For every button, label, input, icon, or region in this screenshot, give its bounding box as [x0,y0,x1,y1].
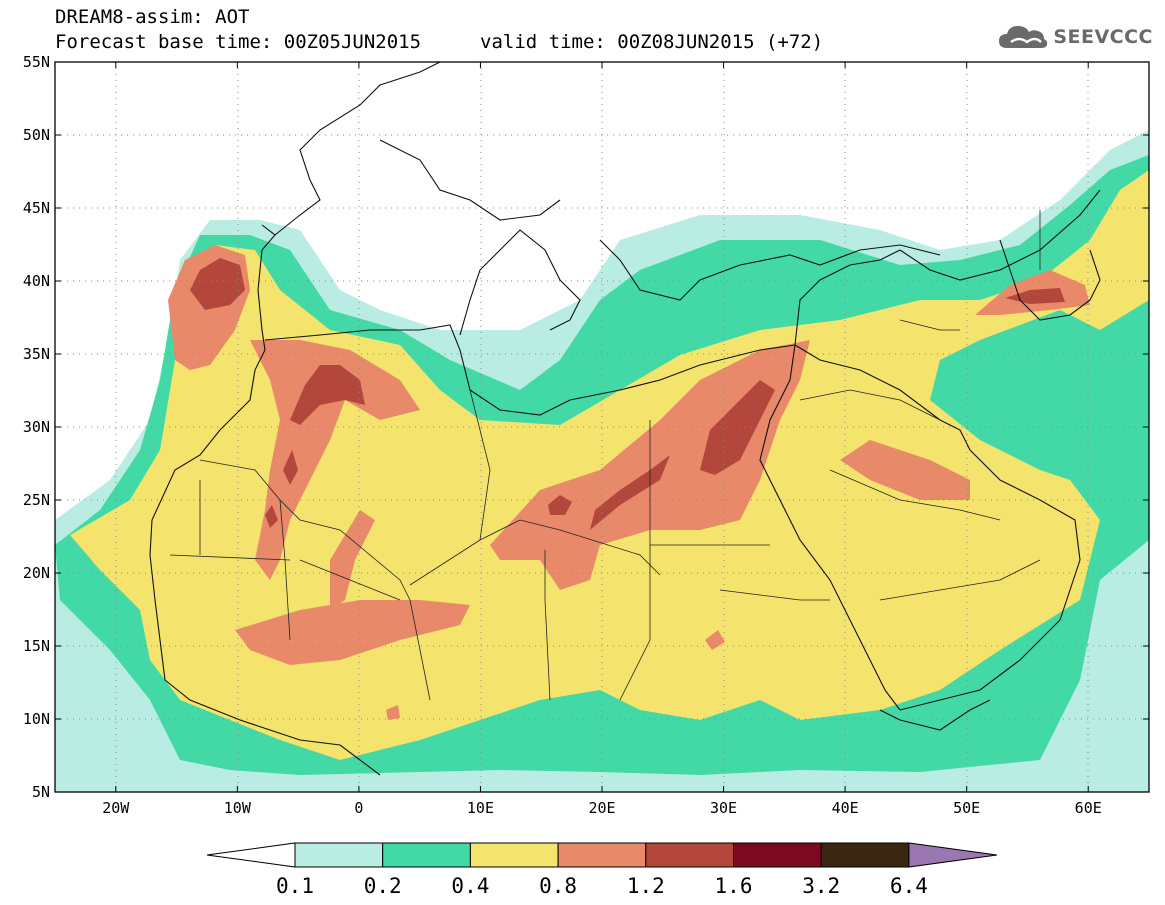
lon-tick-label: 50E [953,799,980,817]
lon-axis: 20W 10W 0 10E 20E 30E 40E 50E 60E [102,62,1102,817]
logo-text: SEEVCCC [1053,26,1153,48]
aot-contour-0.8-mali2 [330,510,375,610]
lat-tick-label: 20N [23,564,50,582]
colorbar-box [294,842,384,868]
colorbar-box [820,842,910,868]
lat-tick-label: 50N [23,126,50,144]
colorbar-box [382,842,471,868]
colorbar-box [469,842,559,868]
colorbar-label: 0.8 [539,874,577,898]
lon-tick-label: 10W [224,799,252,817]
colorbar-label: 6.4 [890,874,928,898]
forecast-base-time: Forecast base time: 00Z05JUN2015 [55,31,422,53]
aot-contour-0.8-sudan [705,630,725,650]
aot-contour-1.2-algeria2 [283,450,298,485]
lat-tick-label: 45N [23,199,50,217]
colorbar-box [645,842,734,868]
lat-tick-label: 55N [23,53,50,71]
colorbar-label: 1.2 [627,874,665,898]
colorbar-box [557,842,647,868]
colorbar-over-triangle [908,842,997,868]
colorbar: 0.1 0.2 0.4 0.8 1.2 1.6 3.2 6.4 [206,842,997,898]
lat-tick-label: 10N [23,710,50,728]
lon-tick-label: 30E [710,799,737,817]
lat-tick-label: 25N [23,491,50,509]
aot-field [55,130,1149,792]
lon-tick-label: 40E [832,799,859,817]
aot-contour-1.2-morocco [190,258,245,310]
colorbar-label: 1.6 [715,874,753,898]
aot-contour-0.8-mali [235,600,470,665]
country-borders [169,210,1041,701]
colorbar-under-triangle [206,842,296,868]
aot-contour-1.2-egypt [700,380,775,475]
colorbar-box [733,842,822,868]
lon-tick-label: 0 [354,799,363,817]
colorbar-label: 3.2 [802,874,840,898]
aot-contour-0.8-sahara [250,340,420,580]
lat-axis: 55N 50N 45N 40N 35N 30N 25N 20N 15N 10N 5N [23,53,1149,801]
lat-tick-label: 5N [32,783,50,801]
lon-tick-label: 20W [102,799,130,817]
lat-tick-label: 15N [23,637,50,655]
seevccc-logo: SEEVCCC [997,22,1153,52]
lon-tick-label: 20E [588,799,615,817]
lon-tick-label: 10E [467,799,494,817]
coastlines [149,62,1101,776]
lon-tick-label: 60E [1075,799,1102,817]
graticule [55,62,1149,792]
aot-contour-1.2-algeria3 [265,505,278,528]
colorbar-label: 0.1 [276,874,314,898]
cloud-logo-icon [999,26,1048,48]
colorbar-label: 0.2 [364,874,402,898]
valid-time: valid time: 00Z08JUN2015 (+72) [480,31,824,53]
colorbar-label: 0.4 [451,874,489,898]
aot-contour-0.8-arabia [840,440,970,500]
lat-tick-label: 30N [23,418,50,436]
aot-contour-0.8-nigeria [386,705,400,720]
map-title: DREAM8-assim: AOT [55,6,250,28]
lat-tick-label: 35N [23,345,50,363]
lat-tick-label: 40N [23,272,50,290]
aot-contour-1.2-algeria [290,365,365,425]
